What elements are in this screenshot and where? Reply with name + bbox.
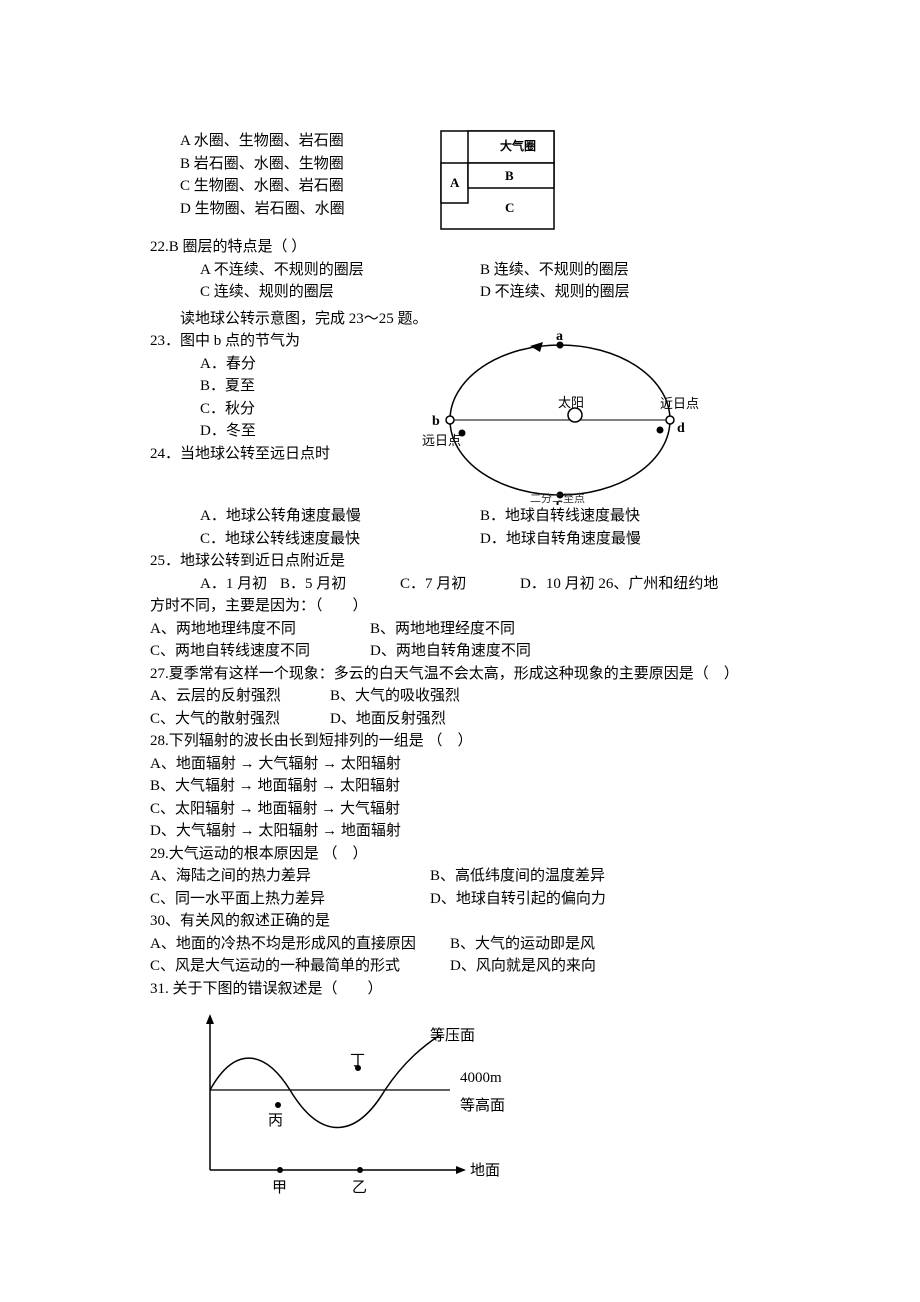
q28-opt-c: C、太阳辐射 → 地面辐射 → 大气辐射 bbox=[150, 798, 770, 821]
q26-tail: 方时不同，主要是因为：（ ） bbox=[150, 595, 770, 618]
svg-text:4000m: 4000m bbox=[460, 1070, 502, 1086]
q27-opt-d: D、地面反射强烈 bbox=[330, 708, 446, 731]
q23-stem: 23．图中 b 点的节气为 bbox=[150, 330, 410, 353]
q21-opt-a: A 水圈、生物圈、岩石圈 bbox=[180, 130, 440, 153]
q30-opt-d: D、风向就是风的来向 bbox=[450, 955, 596, 978]
q25a2: A．1 月初 bbox=[150, 573, 280, 596]
svg-text:地面: 地面 bbox=[470, 1162, 500, 1179]
q25d2: D．10 月初 26、广州和纽约地 bbox=[520, 573, 718, 596]
svg-text:等压面: 等压面 bbox=[430, 1026, 475, 1044]
q26-opt-c: C、两地自转线速度不同 bbox=[150, 640, 370, 663]
q22-opt-c: C 连续、规则的圈层 bbox=[200, 281, 480, 304]
svg-text:C: C bbox=[505, 200, 514, 215]
orbit-diagram: 太阳 a c b 远日点 d 近日点 二分二至点 bbox=[410, 330, 710, 505]
q23-opt-c: C．秋分 bbox=[150, 398, 410, 421]
svg-text:近日点: 近日点 bbox=[660, 396, 699, 411]
pressure-diagram: 等压面 4000m 等高面 地面 丙 丁 甲 乙 bbox=[190, 1010, 770, 1200]
svg-text:a: a bbox=[556, 330, 563, 344]
svg-text:远日点: 远日点 bbox=[422, 433, 461, 448]
q23-opt-a: A．春分 bbox=[150, 353, 410, 376]
q25c2: C．7 月初 bbox=[400, 573, 520, 596]
q27-stem: 27.夏季常有这样一个现象：多云的白天气温不会太高，形成这种现象的主要原因是（ … bbox=[150, 663, 770, 686]
q27-opt-c: C、大气的散射强烈 bbox=[150, 708, 330, 731]
svg-text:A: A bbox=[450, 175, 460, 190]
q28-opt-a: A、地面辐射 → 大气辐射 → 太阳辐射 bbox=[150, 753, 770, 776]
svg-text:等高面: 等高面 bbox=[460, 1096, 505, 1114]
q28-opt-d: D、大气辐射 → 太阳辐射 → 地面辐射 bbox=[150, 820, 770, 843]
q21-opt-d: D 生物圈、岩石圈、水圈 bbox=[180, 198, 440, 221]
svg-text:丙: 丙 bbox=[268, 1113, 283, 1129]
q30-opt-b: B、大气的运动即是风 bbox=[450, 933, 595, 956]
q27-opt-b: B、大气的吸收强烈 bbox=[330, 685, 460, 708]
svg-text:b: b bbox=[432, 414, 440, 429]
svg-text:B: B bbox=[505, 168, 514, 183]
q30-stem: 30、有关风的叙述正确的是 bbox=[150, 910, 770, 933]
q29-opt-b: B、高低纬度间的温度差异 bbox=[430, 865, 605, 888]
q29-stem: 29.大气运动的根本原因是 （ ） bbox=[150, 843, 770, 866]
q31-stem: 31. 关于下图的错误叙述是（ ） bbox=[150, 978, 770, 1001]
q22-opt-a: A 不连续、不规则的圈层 bbox=[200, 259, 480, 282]
q30-opt-a: A、地面的冷热不均是形成风的直接原因 bbox=[150, 933, 450, 956]
q26-opt-b: B、两地地理经度不同 bbox=[370, 618, 515, 641]
q30-opt-c: C、风是大气运动的一种最简单的形式 bbox=[150, 955, 450, 978]
q29-opt-c: C、同一水平面上热力差异 bbox=[150, 888, 430, 911]
q29-opt-d: D、地球自转引起的偏向力 bbox=[430, 888, 606, 911]
q22-stem: 22.B 圈层的特点是（ ） bbox=[150, 236, 770, 259]
svg-text:丁: 丁 bbox=[350, 1053, 365, 1069]
q25-stem: 25．地球公转到近日点附近是 bbox=[150, 550, 770, 573]
q27-opt-a: A、云层的反射强烈 bbox=[150, 685, 330, 708]
svg-text:乙: 乙 bbox=[352, 1180, 367, 1196]
q29-opt-a: A、海陆之间的热力差异 bbox=[150, 865, 430, 888]
svg-text:d: d bbox=[677, 421, 685, 436]
q24-opt-d: D．地球自转角速度最慢 bbox=[480, 528, 641, 551]
q28-stem: 28.下列辐射的波长由长到短排列的一组是 （ ） bbox=[150, 730, 770, 753]
svg-text:甲: 甲 bbox=[272, 1180, 287, 1196]
q21-block: A 水圈、生物圈、岩石圈 B 岩石圈、水圈、生物圈 C 生物圈、水圈、岩石圈 D… bbox=[150, 130, 770, 230]
q26-opt-a: A、两地地理纬度不同 bbox=[150, 618, 370, 641]
q24-opt-c: C．地球公转线速度最快 bbox=[200, 528, 480, 551]
q25b2: B．5 月初 bbox=[280, 573, 400, 596]
svg-text:二分二至点: 二分二至点 bbox=[530, 492, 585, 505]
q22-opt-d: D 不连续、规则的圈层 bbox=[480, 281, 630, 304]
q23-opt-b: B．夏至 bbox=[150, 375, 410, 398]
q21-opt-b: B 岩石圈、水圈、生物圈 bbox=[180, 153, 440, 176]
q26-opt-d: D、两地自转角速度不同 bbox=[370, 640, 531, 663]
q24-stem: 24．当地球公转至远日点时 bbox=[150, 443, 410, 466]
q23-opt-d: D．冬至 bbox=[150, 420, 410, 443]
svg-text:太阳: 太阳 bbox=[558, 395, 584, 410]
q24-opt-b: B．地球自转线速度最快 bbox=[480, 505, 640, 528]
q21-opt-c: C 生物圈、水圈、岩石圈 bbox=[180, 175, 440, 198]
diag-top-label: 大气圈 bbox=[500, 138, 536, 153]
sphere-diagram: 大气圈 A B C bbox=[440, 130, 555, 230]
q28-opt-b: B、大气辐射 → 地面辐射 → 太阳辐射 bbox=[150, 775, 770, 798]
lead-23-25: 读地球公转示意图，完成 23～25 题。 bbox=[150, 308, 770, 331]
q22-opt-b: B 连续、不规则的圈层 bbox=[480, 259, 629, 282]
q24-opt-a: A．地球公转角速度最慢 bbox=[200, 505, 480, 528]
